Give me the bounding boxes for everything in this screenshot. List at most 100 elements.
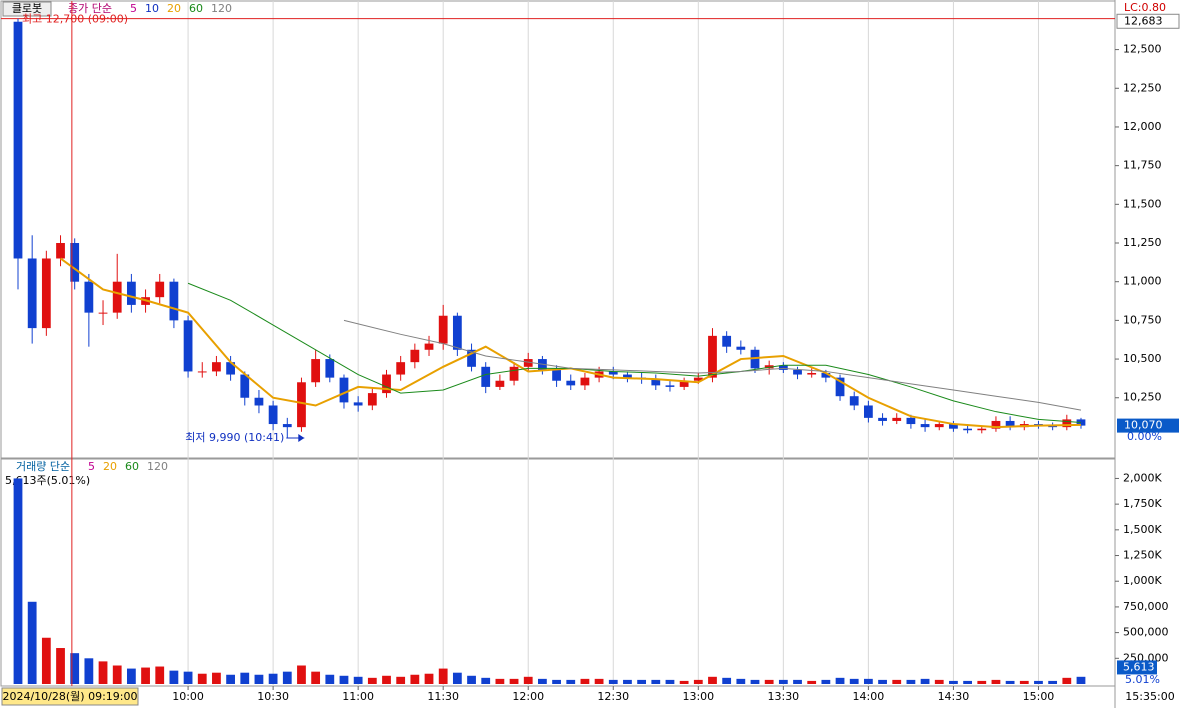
candle-body xyxy=(693,377,703,381)
candle-body xyxy=(467,349,476,367)
volume-title: 거래량 단순 xyxy=(16,460,70,473)
volume-ma-legend: 120 xyxy=(147,460,168,473)
candle-body xyxy=(396,362,406,375)
volume-bar xyxy=(1019,680,1029,684)
volume-ma-legend: 20 xyxy=(103,460,117,473)
candle-body xyxy=(708,335,717,378)
volume-bar xyxy=(452,672,462,684)
last-volume-box xyxy=(1117,660,1157,675)
candle-body xyxy=(268,405,278,425)
volume-ma-legend: 60 xyxy=(125,460,139,473)
volume-bar xyxy=(141,667,150,684)
volume-bar xyxy=(1034,680,1043,684)
volume-bar xyxy=(538,678,547,684)
y-tick-label: 1,500K xyxy=(1123,523,1162,536)
volume-bar xyxy=(424,673,434,684)
volume-bar xyxy=(70,653,80,684)
volume-bar xyxy=(282,671,292,684)
volume-bar xyxy=(722,677,732,684)
volume-bar xyxy=(325,674,335,684)
candle-body xyxy=(13,21,23,259)
volume-bar xyxy=(84,658,94,684)
volume-bar xyxy=(821,679,831,684)
volume-bar xyxy=(353,676,363,684)
volume-bar xyxy=(197,673,207,684)
y-tick-label: 12,250 xyxy=(1123,81,1162,94)
candle-body xyxy=(382,374,391,394)
y-tick-label: 500,000 xyxy=(1123,626,1169,639)
volume-bar xyxy=(623,679,632,684)
candle-body xyxy=(495,380,505,387)
volume-bar xyxy=(112,665,122,684)
volume-bar xyxy=(382,675,391,684)
volume-bar xyxy=(509,678,519,684)
volume-bar xyxy=(552,679,561,684)
volume-bar xyxy=(438,668,448,684)
candle-body xyxy=(509,366,519,381)
y-tick-label: 1,000K xyxy=(1123,574,1162,587)
symbol-button[interactable] xyxy=(2,1,52,17)
candle-body xyxy=(297,382,306,428)
candle-body xyxy=(282,424,292,428)
volume-bar xyxy=(41,637,51,684)
y-tick-label: 11,750 xyxy=(1123,159,1162,172)
last-volume-label: 5,613 xyxy=(1123,660,1155,673)
candle-body xyxy=(183,320,193,372)
low-arrow-head xyxy=(298,433,305,442)
ratio-label: 5.01% xyxy=(1125,673,1160,686)
volume-bar xyxy=(523,676,533,684)
volume-bar xyxy=(665,679,675,684)
volume-bar xyxy=(764,679,774,684)
candle-body xyxy=(438,315,448,344)
ma-legend: 120 xyxy=(211,2,232,15)
candle-body xyxy=(920,424,930,428)
candle-body xyxy=(311,359,321,383)
candle-body xyxy=(849,396,859,406)
candle-body xyxy=(991,420,1001,429)
candle-body xyxy=(679,380,689,387)
volume-bar xyxy=(949,680,958,684)
candle-body xyxy=(977,428,987,431)
y-tick-label: 10,750 xyxy=(1123,313,1162,326)
high-annotation: 최고 12,700 (09:00) xyxy=(22,13,128,26)
x-tick-label: 11:00 xyxy=(342,690,374,703)
volume-bar xyxy=(1005,680,1015,684)
candle-body xyxy=(155,281,165,298)
y-tick-label: 1,750K xyxy=(1123,497,1162,510)
volume-bar xyxy=(481,677,491,684)
candle-body xyxy=(353,402,363,406)
y-tick-label: 10,500 xyxy=(1123,352,1162,365)
candle-body xyxy=(27,258,37,329)
candle-body xyxy=(240,374,250,398)
y-tick-label: 750,000 xyxy=(1123,600,1169,613)
y-tick-label: 12,000 xyxy=(1123,120,1162,133)
ma-line xyxy=(343,319,1082,411)
x-tick-label: 11:30 xyxy=(427,690,459,703)
candle-body xyxy=(1005,420,1015,428)
x-tick-label: 14:30 xyxy=(938,690,970,703)
low-annotation: 최저 9,990 (10:41) xyxy=(185,431,284,444)
volume-bar xyxy=(736,678,746,684)
volume-bar xyxy=(98,661,108,684)
x-tick-label: 13:30 xyxy=(767,690,799,703)
volume-bar xyxy=(1048,680,1058,684)
candle-body xyxy=(608,371,618,375)
volume-bar xyxy=(226,674,235,684)
x-tick-label: 15:00 xyxy=(1023,690,1055,703)
volume-bar xyxy=(608,679,618,684)
last-price-box xyxy=(1117,418,1179,433)
candle-body xyxy=(98,312,108,314)
y-tick-label: 12,500 xyxy=(1123,43,1162,56)
volume-bar xyxy=(297,665,306,684)
symbol: 클로봇 xyxy=(12,2,42,15)
candle-body xyxy=(197,371,207,373)
volume-bar xyxy=(410,674,420,684)
cursor-box xyxy=(1,687,139,706)
candle-body xyxy=(325,359,335,378)
volume-bar xyxy=(495,678,505,684)
candle-body xyxy=(623,374,632,378)
volume-bar xyxy=(1062,677,1072,684)
candle-body xyxy=(651,379,661,386)
candle-body xyxy=(580,377,590,386)
candle-body xyxy=(906,417,916,425)
